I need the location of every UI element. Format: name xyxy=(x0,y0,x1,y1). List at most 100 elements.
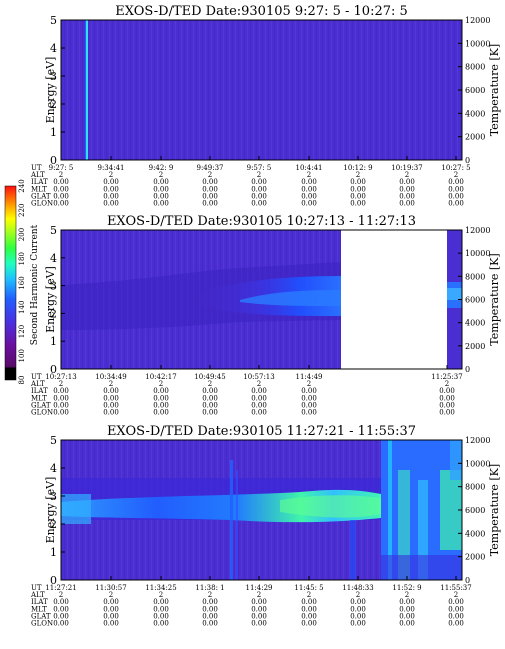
time-tick-label: 11:4:29 xyxy=(246,584,273,592)
ephemeris-value: 0.00 xyxy=(448,200,464,208)
colorbar-tick-label: 200 xyxy=(18,228,26,241)
temperature-tick-label: 10000 xyxy=(465,249,490,258)
ephemeris-value: 0.00 xyxy=(439,409,455,417)
temperature-tick-label: 10000 xyxy=(465,39,490,48)
ephemeris-value: 0.00 xyxy=(153,598,169,606)
ephemeris-row-label: UT xyxy=(31,373,42,381)
ephemeris-value: 0.00 xyxy=(301,192,317,200)
ephemeris-value: 0.00 xyxy=(103,192,119,200)
ephemeris-value: 0.00 xyxy=(448,178,464,186)
ephemeris-value: 0.00 xyxy=(202,387,218,395)
time-tick-label: 10:34:49 xyxy=(95,373,126,381)
time-tick-label: 11:55:37 xyxy=(440,584,471,592)
ephemeris-value: 2 xyxy=(59,171,63,179)
colorbar-tick-label: 180 xyxy=(18,252,26,265)
energy-tick-label: 3 xyxy=(50,490,57,503)
time-tick-label: 10:42:17 xyxy=(145,373,176,381)
ephemeris-value: 0.00 xyxy=(103,178,119,186)
ephemeris-value: 0.00 xyxy=(153,605,169,613)
ephemeris-value: 0.00 xyxy=(251,387,267,395)
energy-tick-label: 1 xyxy=(50,546,57,559)
energy-tick-label: 4 xyxy=(50,42,57,55)
energy-tick-label: 0 xyxy=(50,363,57,376)
ephemeris-row-label: ALT xyxy=(30,380,45,388)
ephemeris-value: 0.00 xyxy=(251,185,267,193)
time-tick-label: 11:45: 5 xyxy=(294,584,323,592)
ephemeris-value: 0.00 xyxy=(153,620,169,628)
ephemeris-value: 0.00 xyxy=(202,620,218,628)
ephemeris-value: 0.00 xyxy=(251,409,267,417)
ephemeris-value: 0.00 xyxy=(53,185,69,193)
ephemeris-value: 0.00 xyxy=(53,200,69,208)
colorbar-tick-label: 160 xyxy=(18,276,26,289)
panel-2-y2label: Temperature [K] xyxy=(488,253,501,345)
colorbar-scale xyxy=(4,185,17,381)
ephemeris-value: 2 xyxy=(356,171,360,179)
ephemeris-row-label: MLT xyxy=(31,394,47,402)
ephemeris-value: 2 xyxy=(208,380,212,388)
ephemeris-value: 0.00 xyxy=(53,178,69,186)
temperature-tick-label: 2000 xyxy=(465,133,485,142)
ephemeris-value: 0.00 xyxy=(103,394,119,402)
energy-tick-label: 4 xyxy=(50,252,57,265)
ephemeris-value: 0.00 xyxy=(103,185,119,193)
ephemeris-value: 0.00 xyxy=(153,185,169,193)
temperature-tick-label: 4000 xyxy=(465,529,485,538)
ephemeris-value: 0.00 xyxy=(301,612,317,620)
ephemeris-row-label: GLON xyxy=(31,409,53,417)
ephemeris-row-label: MLT xyxy=(31,605,47,613)
colorbar-tick-label: 140 xyxy=(18,301,26,314)
ephemeris-value: 0.00 xyxy=(301,387,317,395)
time-tick-label: 10:27:13 xyxy=(45,373,76,381)
ephemeris-value: 0.00 xyxy=(153,200,169,208)
ephemeris-value: 0.00 xyxy=(301,178,317,186)
ephemeris-value: 2 xyxy=(445,380,449,388)
ephemeris-row-label: ILAT xyxy=(31,178,48,186)
ephemeris-value: 0.00 xyxy=(448,605,464,613)
time-tick-label: 11:52: 9 xyxy=(392,584,421,592)
ephemeris-value: 2 xyxy=(257,380,261,388)
energy-tick-label: 2 xyxy=(50,307,57,320)
energy-tick-label: 5 xyxy=(50,434,57,447)
energy-tick-label: 1 xyxy=(50,126,57,139)
ephemeris-value: 2 xyxy=(59,591,63,599)
temperature-tick-label: 6000 xyxy=(465,296,485,305)
ephemeris-value: 0.00 xyxy=(350,192,366,200)
ephemeris-value: 0.00 xyxy=(202,598,218,606)
temperature-tick-label: 0 xyxy=(465,576,470,585)
ephemeris-value: 0.00 xyxy=(53,598,69,606)
panel-1-title: EXOS-D/TED Date:930105 9:27: 5 - 10:27: … xyxy=(115,4,408,19)
temperature-tick-label: 12000 xyxy=(465,16,490,25)
ephemeris-value: 0.00 xyxy=(439,387,455,395)
ephemeris-value: 0.00 xyxy=(103,612,119,620)
ephemeris-value: 0.00 xyxy=(202,612,218,620)
ephemeris-value: 0.00 xyxy=(103,409,119,417)
ephemeris-value: 0.00 xyxy=(448,620,464,628)
ephemeris-value: 0.00 xyxy=(350,612,366,620)
temperature-tick-label: 12000 xyxy=(465,226,490,235)
ephemeris-value: 0.00 xyxy=(202,192,218,200)
panel-3-title: EXOS-D/TED Date:930105 11:27:21 - 11:55:… xyxy=(107,424,416,439)
ephemeris-value: 0.00 xyxy=(53,612,69,620)
ephemeris-value: 0.00 xyxy=(202,178,218,186)
ephemeris-row-label: ILAT xyxy=(31,387,48,395)
ephemeris-value: 0.00 xyxy=(53,605,69,613)
panel-2-ylabel: Energy [eV] xyxy=(44,266,57,333)
energy-tick-label: 4 xyxy=(50,462,57,475)
ephemeris-value: 0.00 xyxy=(399,178,415,186)
energy-tick-label: 3 xyxy=(50,280,57,293)
ephemeris-value: 2 xyxy=(454,171,458,179)
ephemeris-row-label: GLAT xyxy=(31,401,51,409)
ephemeris-value: 0.00 xyxy=(350,598,366,606)
ephemeris-row-label: ILAT xyxy=(31,598,48,606)
ephemeris-value: 0.00 xyxy=(103,620,119,628)
time-tick-label: 9:34:41 xyxy=(98,164,125,172)
energy-tick-label: 2 xyxy=(50,518,57,531)
ephemeris-value: 0.00 xyxy=(350,185,366,193)
ephemeris-value: 2 xyxy=(159,171,163,179)
ephemeris-value: 0.00 xyxy=(301,620,317,628)
energy-tick-label: 0 xyxy=(50,154,57,167)
ephemeris-value: 0.00 xyxy=(399,185,415,193)
ephemeris-value: 0.00 xyxy=(53,394,69,402)
ephemeris-value: 0.00 xyxy=(251,394,267,402)
